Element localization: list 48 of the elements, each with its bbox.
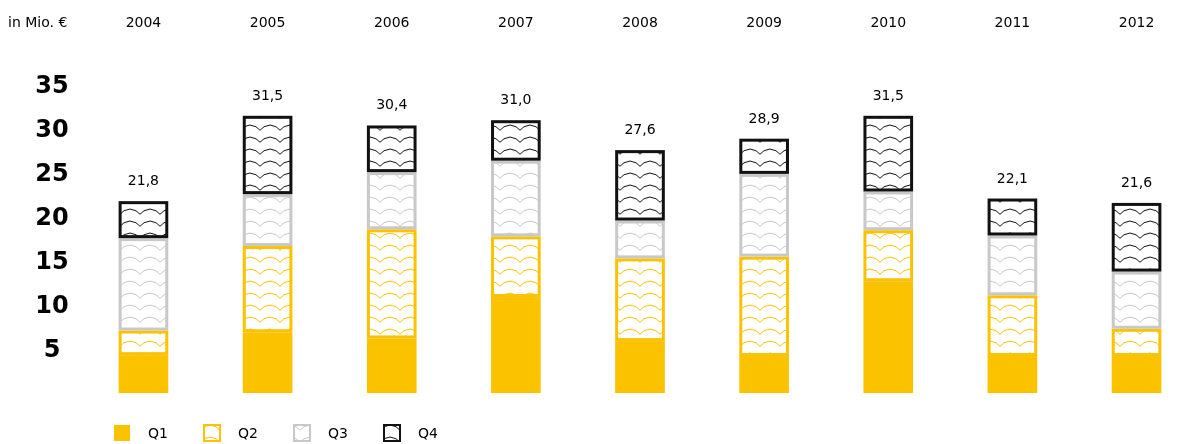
x-tick-label: 2009: [746, 14, 782, 30]
bar: [739, 138, 789, 174]
bar: [1111, 202, 1162, 272]
total-label: 27,6: [624, 121, 656, 138]
legend-label: Q1: [148, 424, 168, 441]
bar: [366, 125, 417, 173]
x-tick-label: 2011: [994, 14, 1031, 30]
total-label: 21,6: [1120, 173, 1153, 190]
total-label: 31,5: [252, 86, 284, 103]
y-tick-label: 15: [35, 247, 69, 276]
legend-label: Q4: [418, 424, 439, 441]
legend-label: Q2: [238, 424, 258, 441]
x-tick-label: 2006: [373, 14, 410, 30]
x-tick-label: 2007: [498, 14, 534, 30]
bar: [118, 238, 169, 331]
bar: [1111, 271, 1162, 329]
x-tick-label: 2010: [870, 14, 907, 30]
total-label: 28,9: [748, 109, 780, 126]
bar: [242, 194, 293, 247]
bar: [863, 115, 914, 192]
total-label: 22,1: [996, 169, 1028, 186]
total-label: 31,0: [500, 91, 532, 108]
y-axis-title: in Mio. €: [8, 14, 68, 30]
bar: [491, 120, 541, 161]
bar: [615, 150, 665, 221]
legend-label: Q3: [328, 424, 348, 441]
total-label: 30,4: [376, 96, 408, 113]
bar: [491, 160, 541, 237]
bar: [739, 173, 789, 257]
total-label: 31,5: [872, 86, 904, 103]
bar: [615, 220, 665, 259]
bar: [118, 201, 169, 239]
bar: [242, 115, 293, 195]
y-tick-label: 25: [35, 159, 69, 188]
y-tick-label: 5: [43, 335, 61, 364]
y-tick-label: 35: [35, 71, 69, 100]
x-tick-label: 2004: [125, 14, 162, 30]
y-tick-label: 20: [35, 203, 69, 232]
bar: [863, 191, 914, 231]
bar: [987, 198, 1038, 236]
y-tick-label: 30: [35, 115, 69, 144]
x-tick-label: 2008: [622, 14, 658, 30]
bar: [366, 172, 417, 230]
x-tick-label: 2012: [1118, 14, 1155, 30]
total-label: 21,8: [127, 172, 160, 189]
x-tick-label: 2005: [249, 14, 286, 30]
bar: [987, 235, 1038, 296]
y-tick-label: 10: [35, 291, 69, 320]
